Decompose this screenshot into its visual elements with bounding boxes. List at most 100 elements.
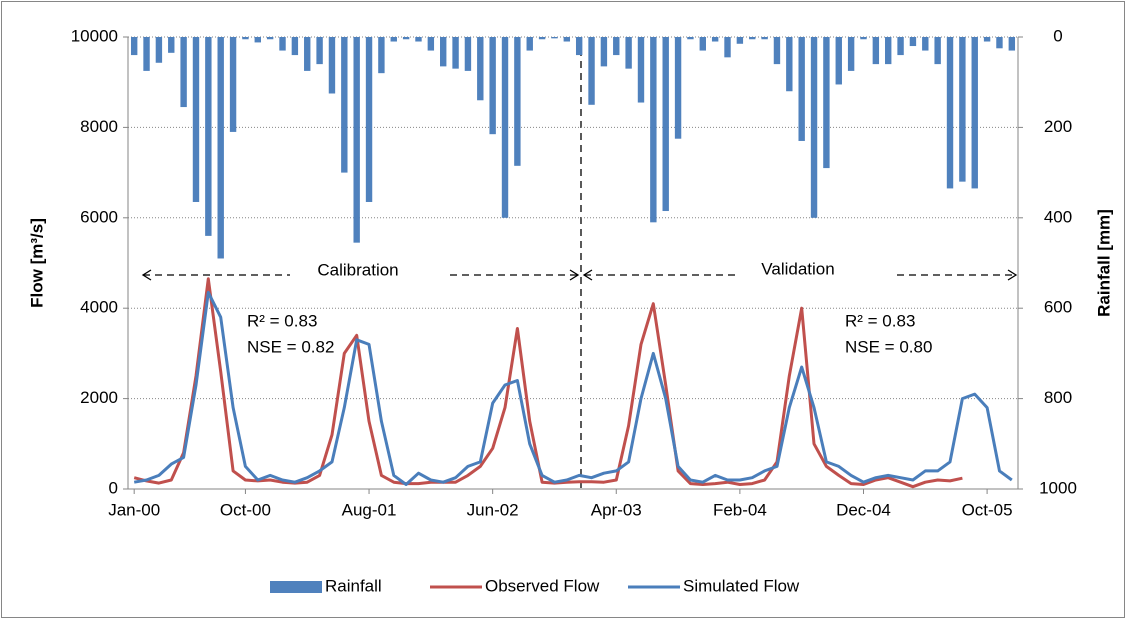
y-tick-label: 10000 xyxy=(71,26,118,45)
rainfall-bar xyxy=(353,37,360,243)
rainfall-bar xyxy=(514,37,521,166)
x-tick-label: Aug-01 xyxy=(342,500,397,519)
rainfall-bar xyxy=(847,37,855,71)
rainfall-bar xyxy=(934,37,941,65)
x-tick-label: Oct-05 xyxy=(962,500,1013,519)
rainfall-bar xyxy=(254,37,261,43)
rainfall-bar xyxy=(217,37,224,259)
rainfall-bar xyxy=(279,37,286,51)
rainfall-bar xyxy=(415,37,422,42)
annotation: NSE = 0.82 xyxy=(247,337,334,356)
rainfall-bar xyxy=(143,37,150,71)
rainfall-bar xyxy=(563,37,571,42)
rainfall-bar xyxy=(464,37,472,71)
y-tick-label: 4000 xyxy=(80,298,118,317)
rainfall-bar xyxy=(477,37,484,101)
y2-tick-label: 0 xyxy=(1053,26,1062,45)
rainfall-bar xyxy=(613,37,620,56)
y2-tick-label: 600 xyxy=(1044,298,1072,317)
rainfall-bar xyxy=(551,37,558,39)
rainfall-bar xyxy=(971,37,978,189)
rainfall-bar xyxy=(983,37,991,42)
arrow-head xyxy=(582,269,593,281)
legend-label: Observed Flow xyxy=(485,576,600,595)
x-tick-label: Oct-00 xyxy=(220,500,271,519)
rainfall-bar xyxy=(130,37,138,56)
rainfall-bar xyxy=(168,37,175,53)
y2-tick-label: 1000 xyxy=(1039,478,1077,497)
x-tick-label: Jun-02 xyxy=(467,500,519,519)
rainfall-bar xyxy=(452,37,459,69)
rainfall-bar xyxy=(501,37,509,218)
rainfall-bar xyxy=(316,37,323,65)
rainfall-bar xyxy=(650,37,657,223)
legend-swatch xyxy=(270,581,322,593)
rainfall-bar xyxy=(575,37,583,56)
flow-line xyxy=(133,290,1013,486)
rainfall-bar xyxy=(365,37,373,202)
rainfall-bar xyxy=(427,37,435,51)
y-tick-label: 6000 xyxy=(80,207,118,226)
flow-line xyxy=(133,277,963,489)
rainfall-bar xyxy=(229,37,237,132)
rainfall-bar xyxy=(798,37,805,141)
arrow-head xyxy=(1007,269,1018,281)
rainfall-bar xyxy=(489,37,496,135)
rainfall-bar xyxy=(662,37,669,212)
legend-label: Rainfall xyxy=(325,576,382,595)
rainfall-bar xyxy=(922,37,929,51)
rainfall-bar xyxy=(341,37,348,173)
rainfall-bar xyxy=(773,37,781,65)
rainfall-bar xyxy=(724,37,731,58)
y2-tick-label: 800 xyxy=(1044,388,1072,407)
rainfall-bar xyxy=(155,37,163,63)
rainfall-bar xyxy=(378,37,385,74)
rainfall-bar xyxy=(996,37,1003,49)
rainfall-bar xyxy=(711,37,719,42)
rainfall-bar xyxy=(440,37,447,67)
y-tick-label: 2000 xyxy=(80,388,118,407)
y2-tick-label: 200 xyxy=(1044,117,1072,136)
y-axis-title: Flow [m³/s] xyxy=(27,218,46,308)
rainfall-bar xyxy=(897,37,904,56)
rainfall-bar xyxy=(538,37,546,40)
y2-axis-title: Rainfall [mm] xyxy=(1094,209,1113,317)
arrow-head xyxy=(141,269,152,281)
legend-label: Simulated Flow xyxy=(683,576,800,595)
rainfall-bar xyxy=(526,37,533,51)
rainfall-bar xyxy=(736,37,744,44)
rainfall-bar xyxy=(390,37,397,42)
x-tick-label: Jan-00 xyxy=(108,500,160,519)
rainfall-bar xyxy=(328,37,336,94)
rainfall-bar xyxy=(637,37,645,103)
annotation: NSE = 0.80 xyxy=(845,337,932,356)
rainfall-bar xyxy=(699,37,706,51)
rainfall-bar xyxy=(749,37,756,40)
rainfall-bar xyxy=(402,37,410,40)
rainfall-bar xyxy=(625,37,632,69)
y-tick-label: 0 xyxy=(109,478,118,497)
rainfall-bar xyxy=(835,37,842,85)
rainfall-bar xyxy=(909,37,917,47)
annotation: Validation xyxy=(761,259,834,278)
annotation: R² = 0.83 xyxy=(845,311,915,330)
rainfall-bar xyxy=(786,37,793,92)
rainfall-bar xyxy=(291,37,299,56)
y2-tick-label: 400 xyxy=(1044,207,1072,226)
rainfall-bar xyxy=(761,37,768,40)
x-tick-label: Dec-04 xyxy=(836,500,891,519)
rainfall-bar xyxy=(810,37,818,218)
annotation: R² = 0.83 xyxy=(247,311,317,330)
rainfall-bar xyxy=(860,37,867,40)
rainfall-bar xyxy=(959,37,966,182)
rainfall-bar xyxy=(588,37,595,105)
rainfall-bar xyxy=(946,37,954,189)
rainfall-bar xyxy=(266,37,274,40)
rainfall-bar xyxy=(1008,37,1016,51)
rainfall-bar xyxy=(687,37,694,40)
rainfall-bar xyxy=(180,37,187,108)
rainfall-bar xyxy=(205,37,212,236)
rainfall-bar xyxy=(872,37,880,65)
x-tick-label: Feb-04 xyxy=(713,500,767,519)
